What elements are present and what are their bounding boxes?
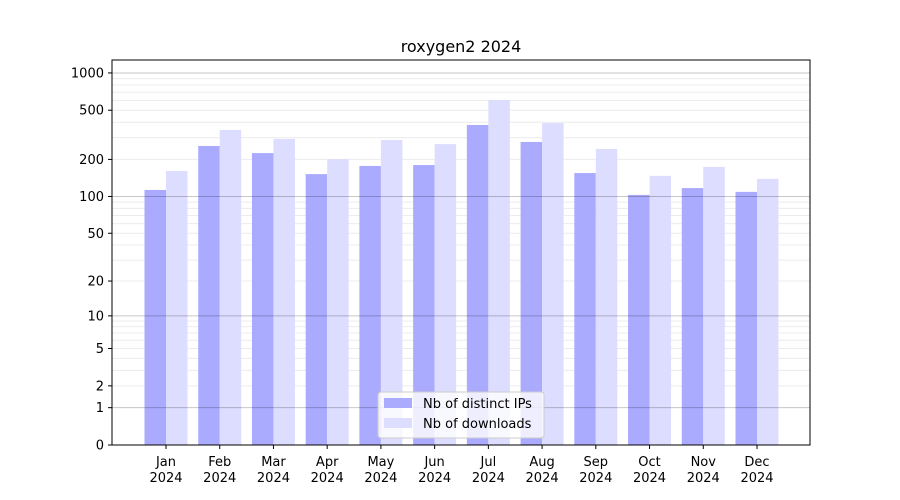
x-tick-label: 2024 bbox=[472, 471, 505, 486]
bar-distinct-ips bbox=[144, 189, 166, 445]
x-tick-label: 2024 bbox=[418, 471, 451, 486]
x-tick-label: Nov bbox=[691, 455, 717, 470]
x-tick-label: 2024 bbox=[149, 471, 182, 486]
x-tick-label: Aug bbox=[529, 455, 554, 470]
bar-distinct-ips bbox=[305, 174, 328, 445]
chart-title: roxygen2 2024 bbox=[401, 37, 522, 56]
y-tick-label: 500 bbox=[79, 104, 104, 119]
y-axis: 0 1 2 5 10 20 50 100 200 500 1000 bbox=[71, 66, 112, 454]
y-tick-label: 100 bbox=[79, 190, 104, 205]
bar-downloads bbox=[542, 123, 564, 445]
x-tick-label: May bbox=[367, 455, 394, 470]
legend-label: Nb of distinct IPs bbox=[423, 397, 532, 412]
legend-swatch bbox=[384, 398, 412, 408]
axes-frame bbox=[111, 59, 811, 446]
bar-distinct-ips bbox=[681, 188, 704, 446]
x-tick-label: 2024 bbox=[526, 471, 559, 486]
bar-distinct-ips bbox=[520, 141, 543, 445]
legend-box bbox=[377, 391, 545, 439]
x-tick-label: 2024 bbox=[633, 471, 666, 486]
x-tick-label: 2024 bbox=[364, 471, 397, 486]
y-tick-label: 5 bbox=[96, 342, 104, 357]
bar-downloads bbox=[380, 140, 403, 445]
x-tick-label: Jul bbox=[480, 455, 497, 470]
legend-label: Nb of downloads bbox=[423, 417, 532, 432]
x-tick-label: Jan bbox=[155, 455, 176, 470]
bar-downloads bbox=[488, 99, 510, 446]
bar-distinct-ips bbox=[466, 124, 489, 445]
bar-downloads bbox=[434, 144, 457, 445]
bar-downloads bbox=[757, 178, 779, 445]
y-tick-label: 200 bbox=[79, 153, 104, 168]
x-tick-label: 2024 bbox=[740, 471, 773, 486]
bar-downloads bbox=[595, 148, 618, 445]
bar-distinct-ips bbox=[251, 153, 274, 445]
x-tick-label: Dec bbox=[744, 455, 769, 470]
x-tick-label: 2024 bbox=[311, 471, 344, 486]
bar-distinct-ips bbox=[574, 173, 596, 445]
bar-distinct-ips bbox=[359, 165, 381, 445]
x-tick-label: 2024 bbox=[579, 471, 612, 486]
bar-distinct-ips bbox=[628, 194, 650, 445]
x-tick-label: Feb bbox=[208, 455, 231, 470]
y-tick-label: 2 bbox=[96, 379, 104, 394]
bar-downloads bbox=[273, 138, 295, 445]
bars bbox=[144, 99, 779, 446]
x-tick-label: Mar bbox=[261, 455, 286, 470]
bar-distinct-ips bbox=[413, 165, 435, 445]
x-tick-label: Jun bbox=[423, 455, 444, 470]
bar-distinct-ips bbox=[735, 191, 757, 445]
bar-distinct-ips bbox=[198, 145, 220, 445]
legend: Nb of distinct IPs Nb of downloads bbox=[377, 391, 545, 439]
bar-downloads bbox=[649, 175, 672, 445]
bar-downloads bbox=[327, 159, 349, 446]
x-tick-label: Oct bbox=[638, 455, 660, 470]
x-tick-label: Apr bbox=[316, 455, 339, 470]
x-tick-label: Sep bbox=[584, 455, 609, 470]
x-tick-label: 2024 bbox=[203, 471, 236, 486]
y-tick-label: 1000 bbox=[71, 66, 104, 81]
bar-downloads bbox=[166, 171, 188, 445]
x-tick-label: 2024 bbox=[687, 471, 720, 486]
y-tick-label: 0 bbox=[96, 439, 104, 454]
y-tick-label: 50 bbox=[87, 227, 104, 242]
bar-downloads bbox=[703, 166, 725, 445]
y-tick-label: 20 bbox=[87, 275, 104, 290]
legend-swatch bbox=[384, 418, 412, 428]
x-axis: Jan2024Feb2024Mar2024Apr2024May2024Jun20… bbox=[149, 445, 774, 486]
bar-downloads bbox=[219, 129, 242, 445]
y-tick-label: 1 bbox=[96, 401, 104, 416]
x-tick-label: 2024 bbox=[257, 471, 290, 486]
y-tick-label: 10 bbox=[87, 309, 104, 324]
